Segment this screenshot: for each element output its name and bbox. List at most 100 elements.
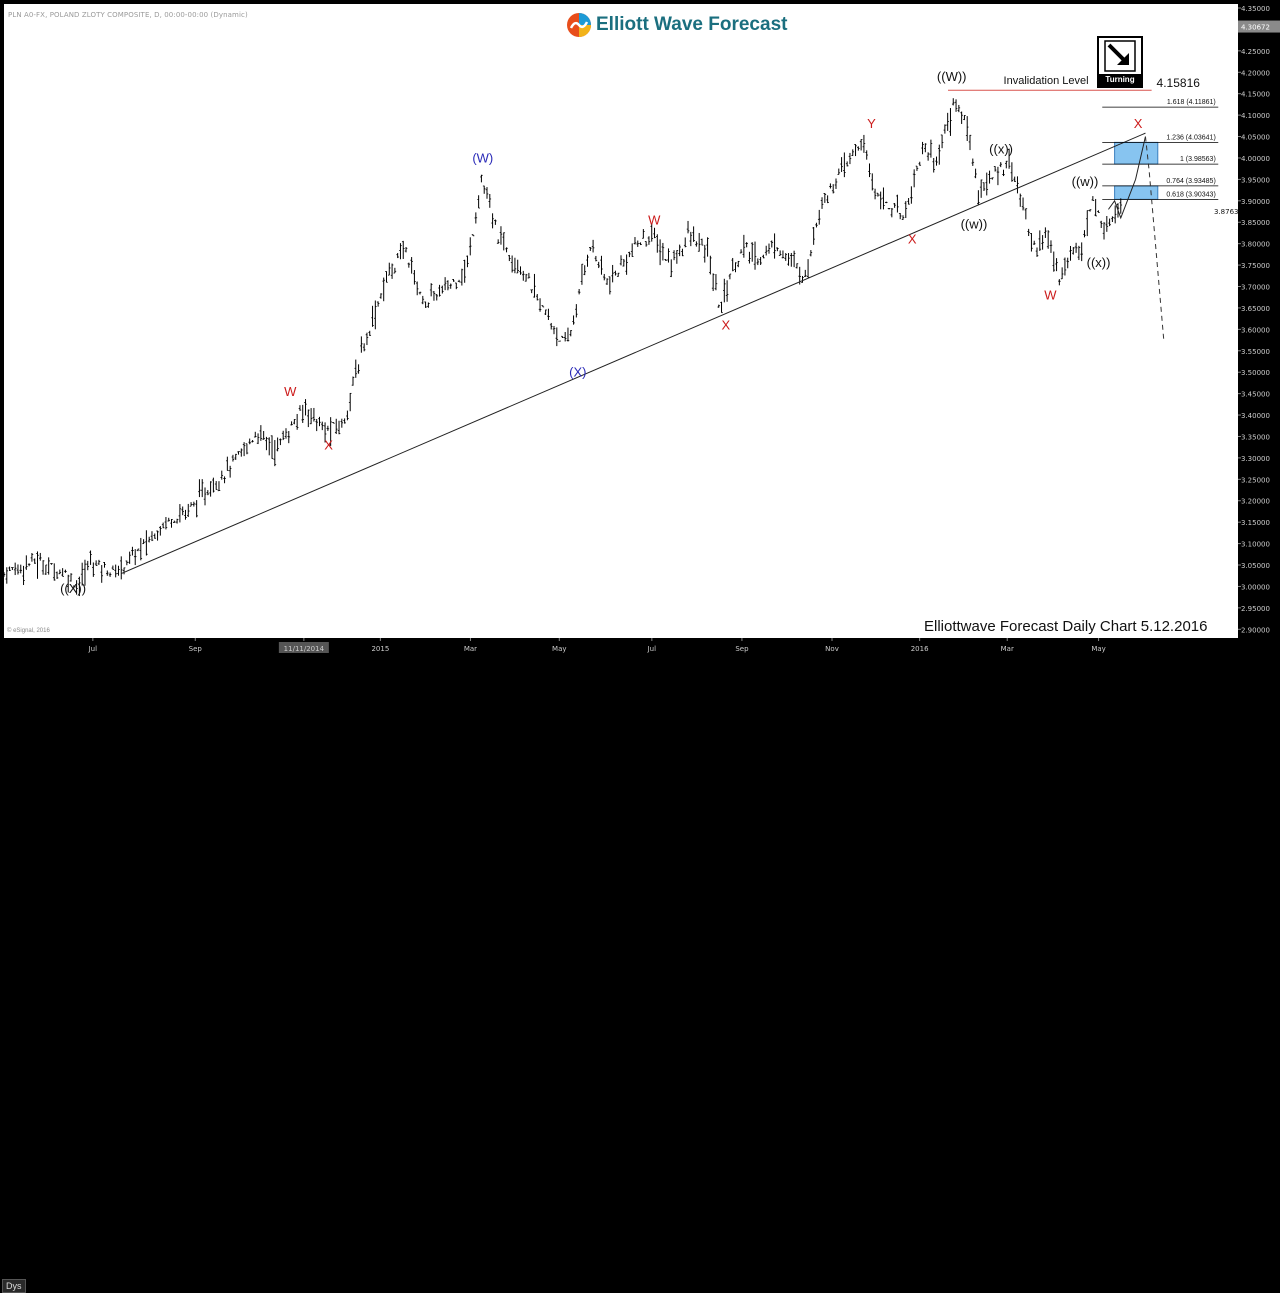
- ohlc-bar: [148, 537, 151, 543]
- ohlc-bar: [220, 471, 223, 480]
- target-zone: [1115, 142, 1158, 164]
- ohlc-bar: [578, 289, 581, 294]
- ohlc-bar: [165, 517, 168, 529]
- price-tick-label: 3.55000: [1241, 348, 1270, 356]
- ohlc-bar: [712, 273, 715, 291]
- ohlc-bar: [639, 242, 642, 245]
- ohlc-bar: [701, 239, 704, 246]
- ohlc-bar: [569, 330, 572, 336]
- price-tick-label: 3.80000: [1241, 241, 1270, 249]
- ohlc-bar: [642, 229, 645, 238]
- ohlc-bar: [50, 563, 53, 565]
- ohlc-bar: [997, 167, 1000, 185]
- ohlc-bar: [782, 250, 785, 258]
- ohlc-bar: [159, 526, 162, 536]
- ohlc-bar: [726, 280, 729, 301]
- price-axis[interactable]: 4.350004.300004.250004.200004.150004.100…: [1238, 0, 1280, 657]
- ohlc-bar: [1089, 209, 1092, 211]
- price-tick-label: 3.50000: [1241, 369, 1270, 377]
- ohlc-bar: [824, 193, 827, 203]
- ohlc-bar: [234, 454, 237, 460]
- ohlc-bar: [762, 255, 765, 259]
- price-tick-label: 3.25000: [1241, 476, 1270, 484]
- time-tick-label: May: [1091, 645, 1105, 653]
- ohlc-bar: [715, 274, 718, 290]
- ohlc-bar: [673, 250, 676, 260]
- ohlc-bar: [868, 163, 871, 177]
- ohlc-bar: [913, 169, 916, 187]
- ohlc-bar: [1086, 210, 1089, 236]
- price-tick-label: 4.25000: [1241, 48, 1270, 56]
- ohlc-bar: [877, 193, 880, 197]
- ohlc-bar: [112, 566, 115, 570]
- ohlc-bar: [567, 328, 570, 342]
- ohlc-bar: [902, 215, 905, 220]
- ohlc-bar: [511, 255, 514, 272]
- ohlc-bar: [835, 178, 838, 188]
- ohlc-bar: [829, 183, 832, 188]
- ohlc-bar: [246, 444, 249, 455]
- ohlc-bar: [226, 457, 229, 471]
- ohlc-bar: [435, 294, 438, 300]
- ohlc-bar: [276, 438, 279, 452]
- ohlc-bar: [39, 553, 42, 561]
- ohlc-bar: [56, 572, 59, 579]
- ohlc-bar: [645, 241, 648, 246]
- ohlc-bar: [53, 563, 56, 580]
- ohlc-bar: [533, 274, 536, 298]
- ohlc-bar: [173, 521, 176, 523]
- price-tick-label: 3.35000: [1241, 433, 1270, 441]
- ohlc-bar: [463, 260, 466, 283]
- ohlc-bar: [597, 262, 600, 268]
- ohlc-bar: [405, 247, 408, 252]
- ohlc-bar: [1080, 242, 1083, 261]
- ohlc-bar: [681, 249, 684, 256]
- wave-label: ((w)): [961, 217, 988, 232]
- ohlc-bar: [927, 152, 930, 160]
- time-tick-label: Sep: [189, 645, 203, 653]
- ohlc-bar: [36, 551, 39, 578]
- ohlc-bar: [153, 533, 156, 538]
- ohlc-bar: [983, 182, 986, 191]
- ohlc-bar: [145, 530, 148, 555]
- ohlc-bar: [137, 549, 140, 551]
- ohlc-bar: [1119, 198, 1122, 213]
- ohlc-bar: [1002, 170, 1005, 176]
- ohlc-bar: [949, 108, 952, 136]
- ohlc-bar: [589, 247, 592, 251]
- period-selector[interactable]: Dys: [2, 1279, 26, 1293]
- ohlc-bar: [1064, 258, 1067, 276]
- ohlc-bar: [1044, 227, 1047, 238]
- ohlc-bar: [659, 239, 662, 265]
- ohlc-bar: [441, 286, 444, 294]
- ohlc-bar: [321, 422, 324, 430]
- ohlc-bar: [254, 432, 257, 438]
- ohlc-bar: [971, 159, 974, 166]
- price-tick-label: 3.60000: [1241, 326, 1270, 334]
- ohlc-bar: [698, 233, 701, 252]
- ohlc-bar: [480, 175, 483, 183]
- ohlc-bar: [366, 333, 369, 345]
- ohlc-bar: [176, 519, 179, 524]
- ohlc-bar: [826, 195, 829, 203]
- ohlc-bar: [461, 269, 464, 286]
- ohlc-bar: [47, 557, 50, 574]
- ohlc-bar: [709, 256, 712, 275]
- wave-label: (X): [569, 364, 586, 379]
- ohlc-bar: [123, 568, 126, 575]
- ohlc-bar: [536, 294, 539, 300]
- ohlc-bar: [1106, 216, 1109, 232]
- ohlc-bar: [117, 566, 120, 576]
- ohlc-bar: [843, 152, 846, 177]
- time-tick-label: Nov: [825, 645, 839, 653]
- last-price-label: 4.30672: [1241, 24, 1270, 32]
- ohlc-bar: [318, 417, 321, 426]
- ohlc-bar: [575, 304, 578, 317]
- ohlc-bar: [729, 274, 732, 279]
- ohlc-bar: [17, 564, 20, 574]
- ohlc-bar: [497, 239, 500, 243]
- ohlc-bar: [888, 208, 891, 209]
